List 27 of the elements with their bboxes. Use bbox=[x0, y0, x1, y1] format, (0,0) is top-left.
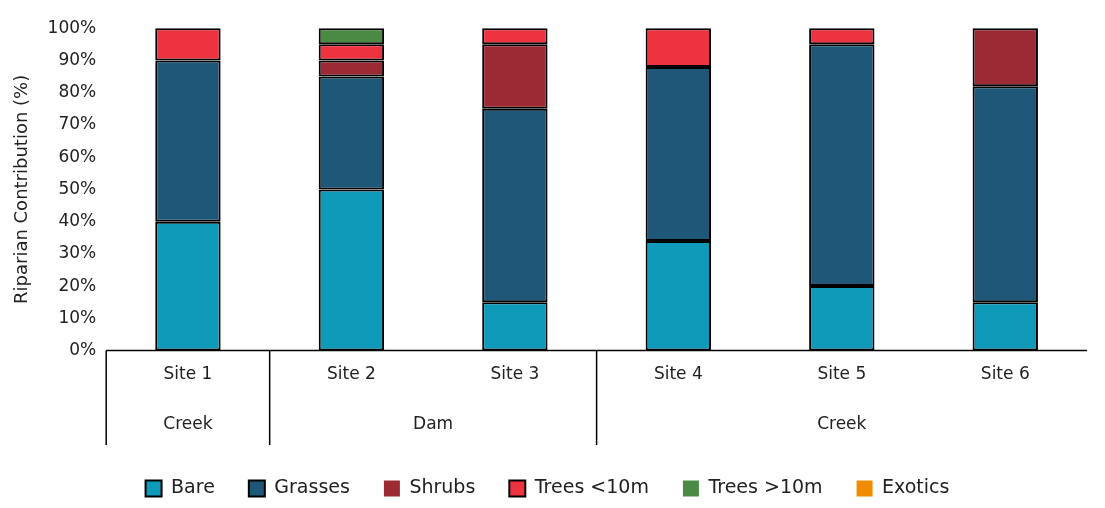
y-tick-label: 60% bbox=[58, 145, 97, 166]
legend-label: Trees >10m bbox=[707, 475, 823, 498]
x-tick-label: Site 3 bbox=[490, 363, 540, 384]
y-tick-label: 10% bbox=[58, 306, 97, 327]
y-tick-label: 100% bbox=[47, 16, 97, 37]
legend-label: Trees <10m bbox=[533, 475, 649, 498]
x-tick-label: Site 1 bbox=[163, 363, 213, 384]
y-tick-label: 70% bbox=[58, 113, 97, 134]
y-tick-label: 80% bbox=[58, 81, 97, 102]
y-tick-label: 40% bbox=[58, 210, 97, 231]
text: Creek bbox=[163, 413, 213, 434]
y-tick-label: 90% bbox=[58, 48, 97, 69]
legend-label: Exotics bbox=[882, 475, 950, 498]
text: Dam bbox=[413, 413, 454, 434]
text: Creek bbox=[817, 413, 867, 434]
legend-label: Shrubs bbox=[409, 475, 476, 498]
y-tick-label: 0% bbox=[69, 339, 97, 360]
y-tick-label: 30% bbox=[58, 242, 97, 263]
legend-label: Grasses bbox=[274, 475, 350, 498]
x-tick-label: Site 5 bbox=[817, 363, 867, 384]
x-tick-label: Site 6 bbox=[980, 363, 1030, 384]
legend-label: Bare bbox=[171, 475, 215, 498]
x-tick-label: Site 4 bbox=[653, 363, 703, 384]
y-axis-title: Riparian Contribution (%) bbox=[10, 74, 32, 304]
y-tick-label: 50% bbox=[58, 177, 97, 198]
y-tick-label: 20% bbox=[58, 274, 97, 295]
x-tick-label: Site 2 bbox=[326, 363, 376, 384]
